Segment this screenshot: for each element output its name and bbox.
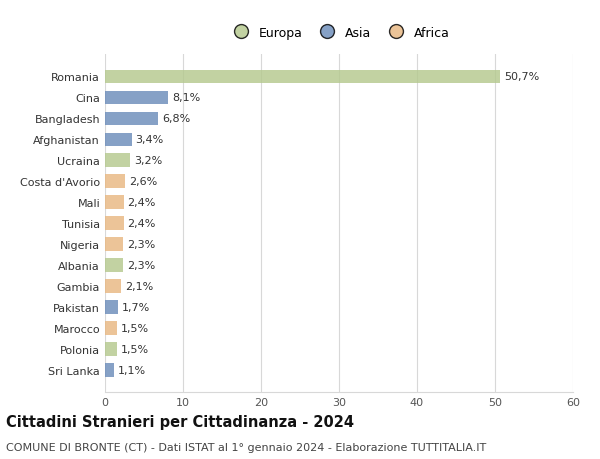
Text: 2,6%: 2,6% <box>129 177 157 187</box>
Text: 50,7%: 50,7% <box>505 72 539 82</box>
Text: 3,2%: 3,2% <box>134 156 162 166</box>
Text: 2,4%: 2,4% <box>128 219 156 229</box>
Bar <box>105 259 123 273</box>
Bar <box>105 322 116 335</box>
Text: COMUNE DI BRONTE (CT) - Dati ISTAT al 1° gennaio 2024 - Elaborazione TUTTITALIA.: COMUNE DI BRONTE (CT) - Dati ISTAT al 1°… <box>6 442 486 452</box>
Text: 2,4%: 2,4% <box>128 198 156 208</box>
Bar <box>105 133 131 147</box>
Legend: Europa, Asia, Africa: Europa, Asia, Africa <box>226 24 452 42</box>
Bar <box>105 154 130 168</box>
Bar <box>105 364 113 377</box>
Text: 2,3%: 2,3% <box>127 240 155 250</box>
Bar <box>105 112 158 126</box>
Bar <box>105 70 500 84</box>
Text: 1,5%: 1,5% <box>121 344 149 354</box>
Text: 3,4%: 3,4% <box>136 135 164 145</box>
Bar <box>105 196 124 210</box>
Bar <box>105 280 121 293</box>
Bar <box>105 91 168 105</box>
Bar <box>105 217 124 230</box>
Bar <box>105 342 116 356</box>
Text: 2,3%: 2,3% <box>127 261 155 271</box>
Text: Cittadini Stranieri per Cittadinanza - 2024: Cittadini Stranieri per Cittadinanza - 2… <box>6 414 354 429</box>
Bar <box>105 238 123 252</box>
Text: 8,1%: 8,1% <box>172 93 200 103</box>
Bar <box>105 301 118 314</box>
Text: 1,5%: 1,5% <box>121 324 149 333</box>
Text: 1,1%: 1,1% <box>118 365 146 375</box>
Bar <box>105 175 125 189</box>
Text: 2,1%: 2,1% <box>125 281 154 291</box>
Text: 6,8%: 6,8% <box>162 114 190 124</box>
Text: 1,7%: 1,7% <box>122 302 151 313</box>
